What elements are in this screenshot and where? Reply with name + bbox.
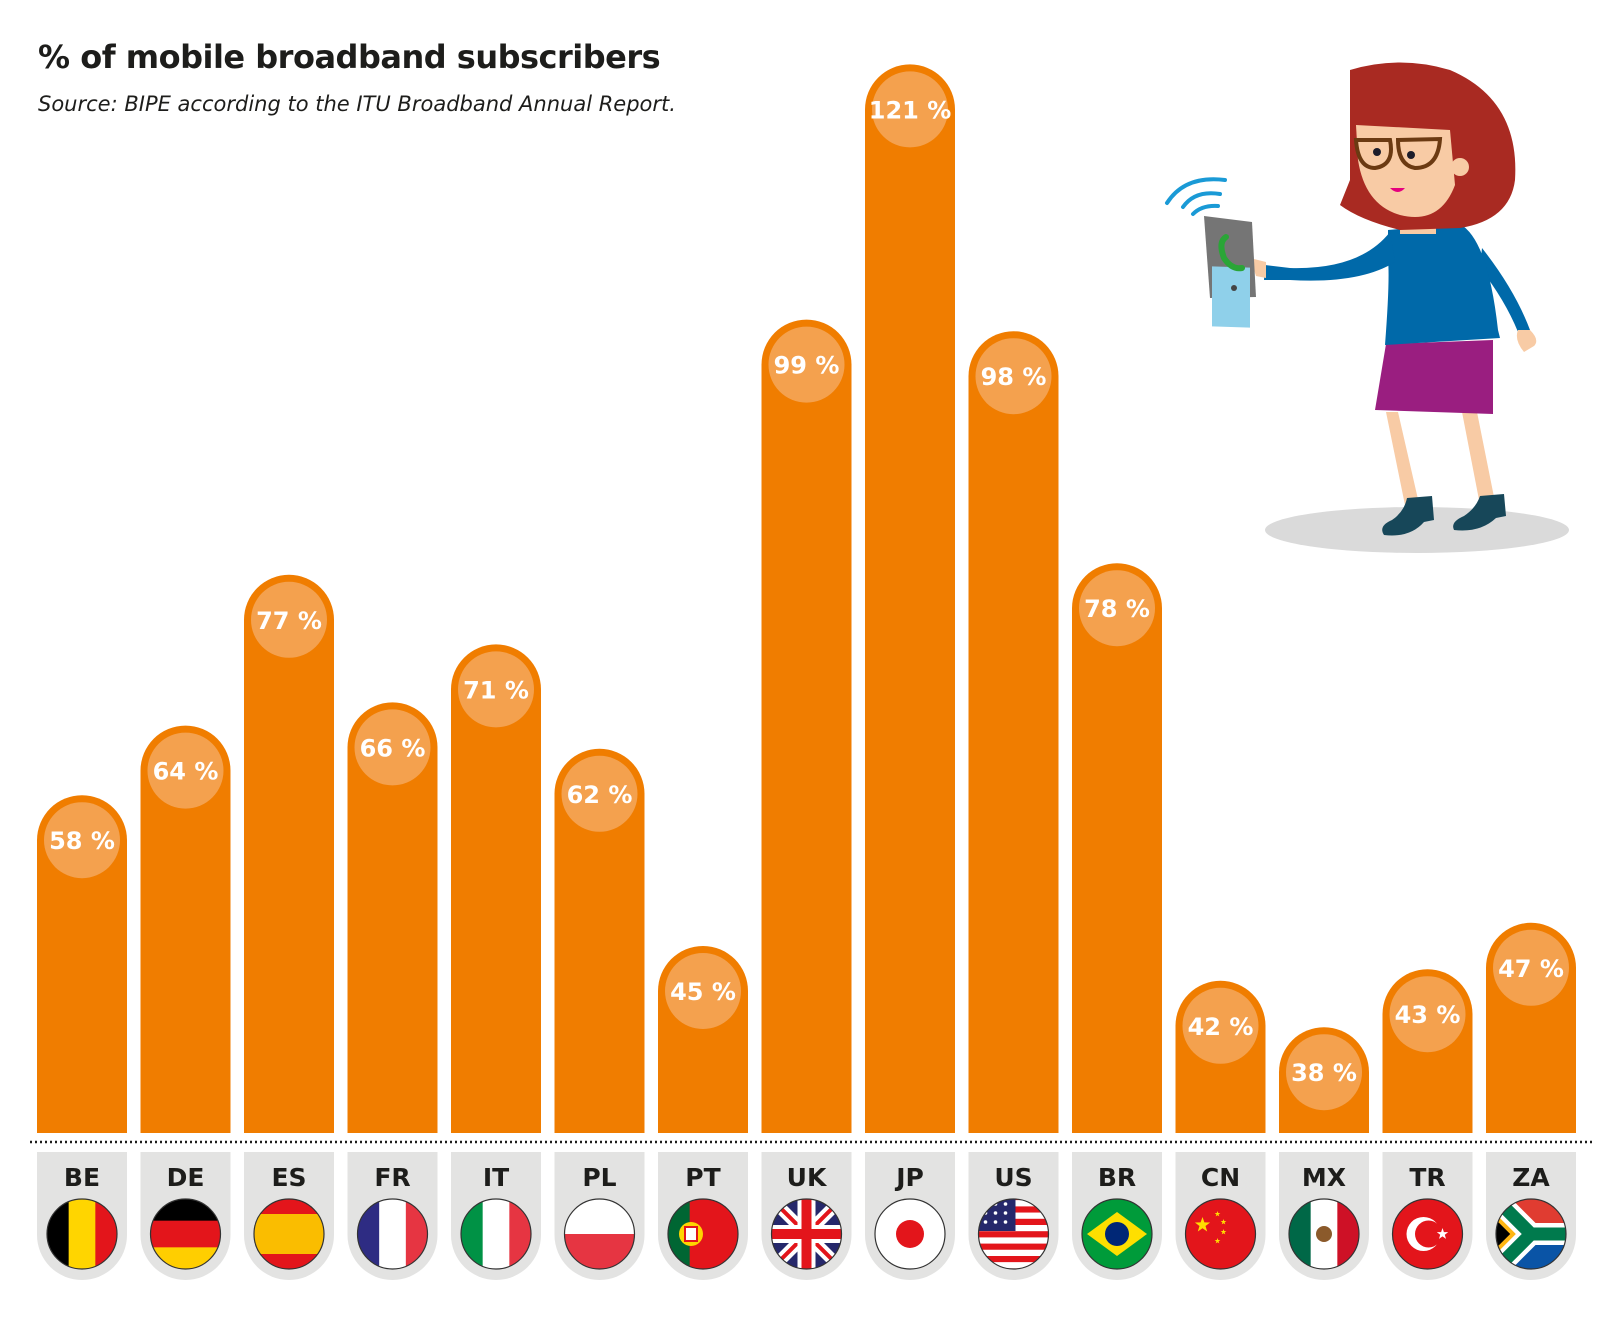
value-label: 38 % [1291, 1059, 1357, 1087]
usa-flag-icon [977, 1198, 1050, 1270]
value-circle [1079, 570, 1155, 647]
bar-us [968, 331, 1059, 1133]
category-label: IT [483, 1163, 509, 1192]
chart-subtitle: Source: BIPE according to the ITU Broadb… [38, 92, 676, 116]
value-circle [44, 802, 120, 879]
bar-be [37, 795, 127, 1133]
value-circle [975, 338, 1052, 415]
france-flag-icon [356, 1198, 429, 1270]
value-label: 62 % [567, 781, 633, 809]
value-label: 66 % [360, 734, 426, 762]
spain-flag-icon [253, 1198, 325, 1270]
mexico-flag-icon [1288, 1198, 1360, 1270]
value-circle [1493, 929, 1569, 1006]
category-label: BE [64, 1163, 100, 1192]
category-label: ZA [1512, 1163, 1550, 1192]
bar-br [1072, 563, 1162, 1133]
value-circle [458, 651, 534, 728]
category-label: PT [685, 1163, 720, 1192]
value-circle [872, 71, 948, 148]
category-label: UK [787, 1163, 828, 1192]
value-circle [1286, 1034, 1362, 1111]
bar-fr [347, 702, 438, 1133]
bar-pl [554, 748, 645, 1133]
category-label: TR [1409, 1163, 1445, 1192]
bar-de [140, 725, 231, 1133]
value-label: 121 % [869, 96, 952, 124]
value-label: 98 % [981, 363, 1047, 391]
bar-it [451, 644, 541, 1133]
value-label: 64 % [153, 758, 219, 786]
italy-flag-icon [460, 1198, 532, 1270]
belgium-flag-icon [46, 1198, 118, 1270]
value-label: 42 % [1188, 1013, 1254, 1041]
value-label: 99 % [774, 352, 840, 380]
category-label: JP [894, 1163, 924, 1192]
value-label: 78 % [1084, 595, 1150, 623]
turkey-flag-icon [1391, 1198, 1464, 1270]
value-circle [147, 732, 224, 809]
category-label: BR [1098, 1163, 1136, 1192]
bar-jp [865, 64, 955, 1133]
value-circle [665, 953, 741, 1029]
japan-flag-icon [874, 1198, 946, 1270]
china-flag-icon [1184, 1198, 1257, 1270]
value-label: 45 % [670, 978, 736, 1006]
value-circle [354, 709, 431, 786]
value-circle [251, 581, 327, 658]
category-label: US [994, 1163, 1032, 1192]
category-label: MX [1302, 1163, 1346, 1192]
value-circle [1182, 987, 1259, 1064]
bar-uk [761, 319, 852, 1134]
category-label: PL [582, 1163, 616, 1192]
category-label: ES [271, 1163, 306, 1192]
woman-illustration [1165, 62, 1569, 553]
value-circle [1389, 976, 1466, 1053]
category-label: FR [374, 1163, 410, 1192]
value-circle [561, 755, 638, 832]
value-label: 71 % [463, 676, 529, 704]
category-label: DE [167, 1163, 205, 1192]
value-label: 47 % [1498, 955, 1564, 983]
value-label: 58 % [49, 827, 115, 855]
germany-flag-icon [149, 1198, 222, 1270]
value-label: 77 % [256, 607, 322, 635]
brazil-flag-icon [1081, 1198, 1153, 1270]
value-label: 43 % [1395, 1001, 1461, 1029]
value-circle [768, 326, 845, 403]
category-label: CN [1201, 1163, 1240, 1192]
bar-es [244, 574, 334, 1133]
chart-title: % of mobile broadband subscribers [38, 38, 661, 76]
portugal-flag-icon [667, 1198, 739, 1270]
